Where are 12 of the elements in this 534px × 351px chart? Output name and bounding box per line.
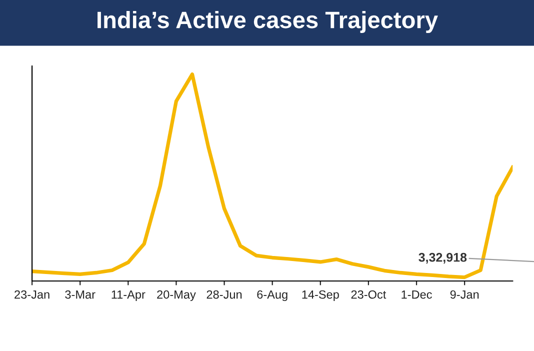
x-tick-label: 6-Aug bbox=[257, 290, 288, 302]
x-tick-label: 9-Jan bbox=[450, 290, 479, 299]
x-tick-label: 20-May bbox=[157, 290, 196, 302]
annotation: 3,32,918 bbox=[418, 252, 467, 264]
chart-title: India’s Active cases Trajectory bbox=[98, 10, 438, 34]
x-tick-label: 3-Mar bbox=[65, 290, 96, 299]
x-tick-label: 23-Jan bbox=[14, 290, 50, 299]
x-tick-label: 1-Dec bbox=[402, 290, 432, 299]
x-tick-label: 28-Jun bbox=[206, 290, 242, 299]
x-tick-label: 14-Sep bbox=[302, 290, 339, 302]
x-tick-label: 11-Apr bbox=[112, 290, 146, 302]
x-tick-label: 23-Oct bbox=[351, 290, 386, 299]
